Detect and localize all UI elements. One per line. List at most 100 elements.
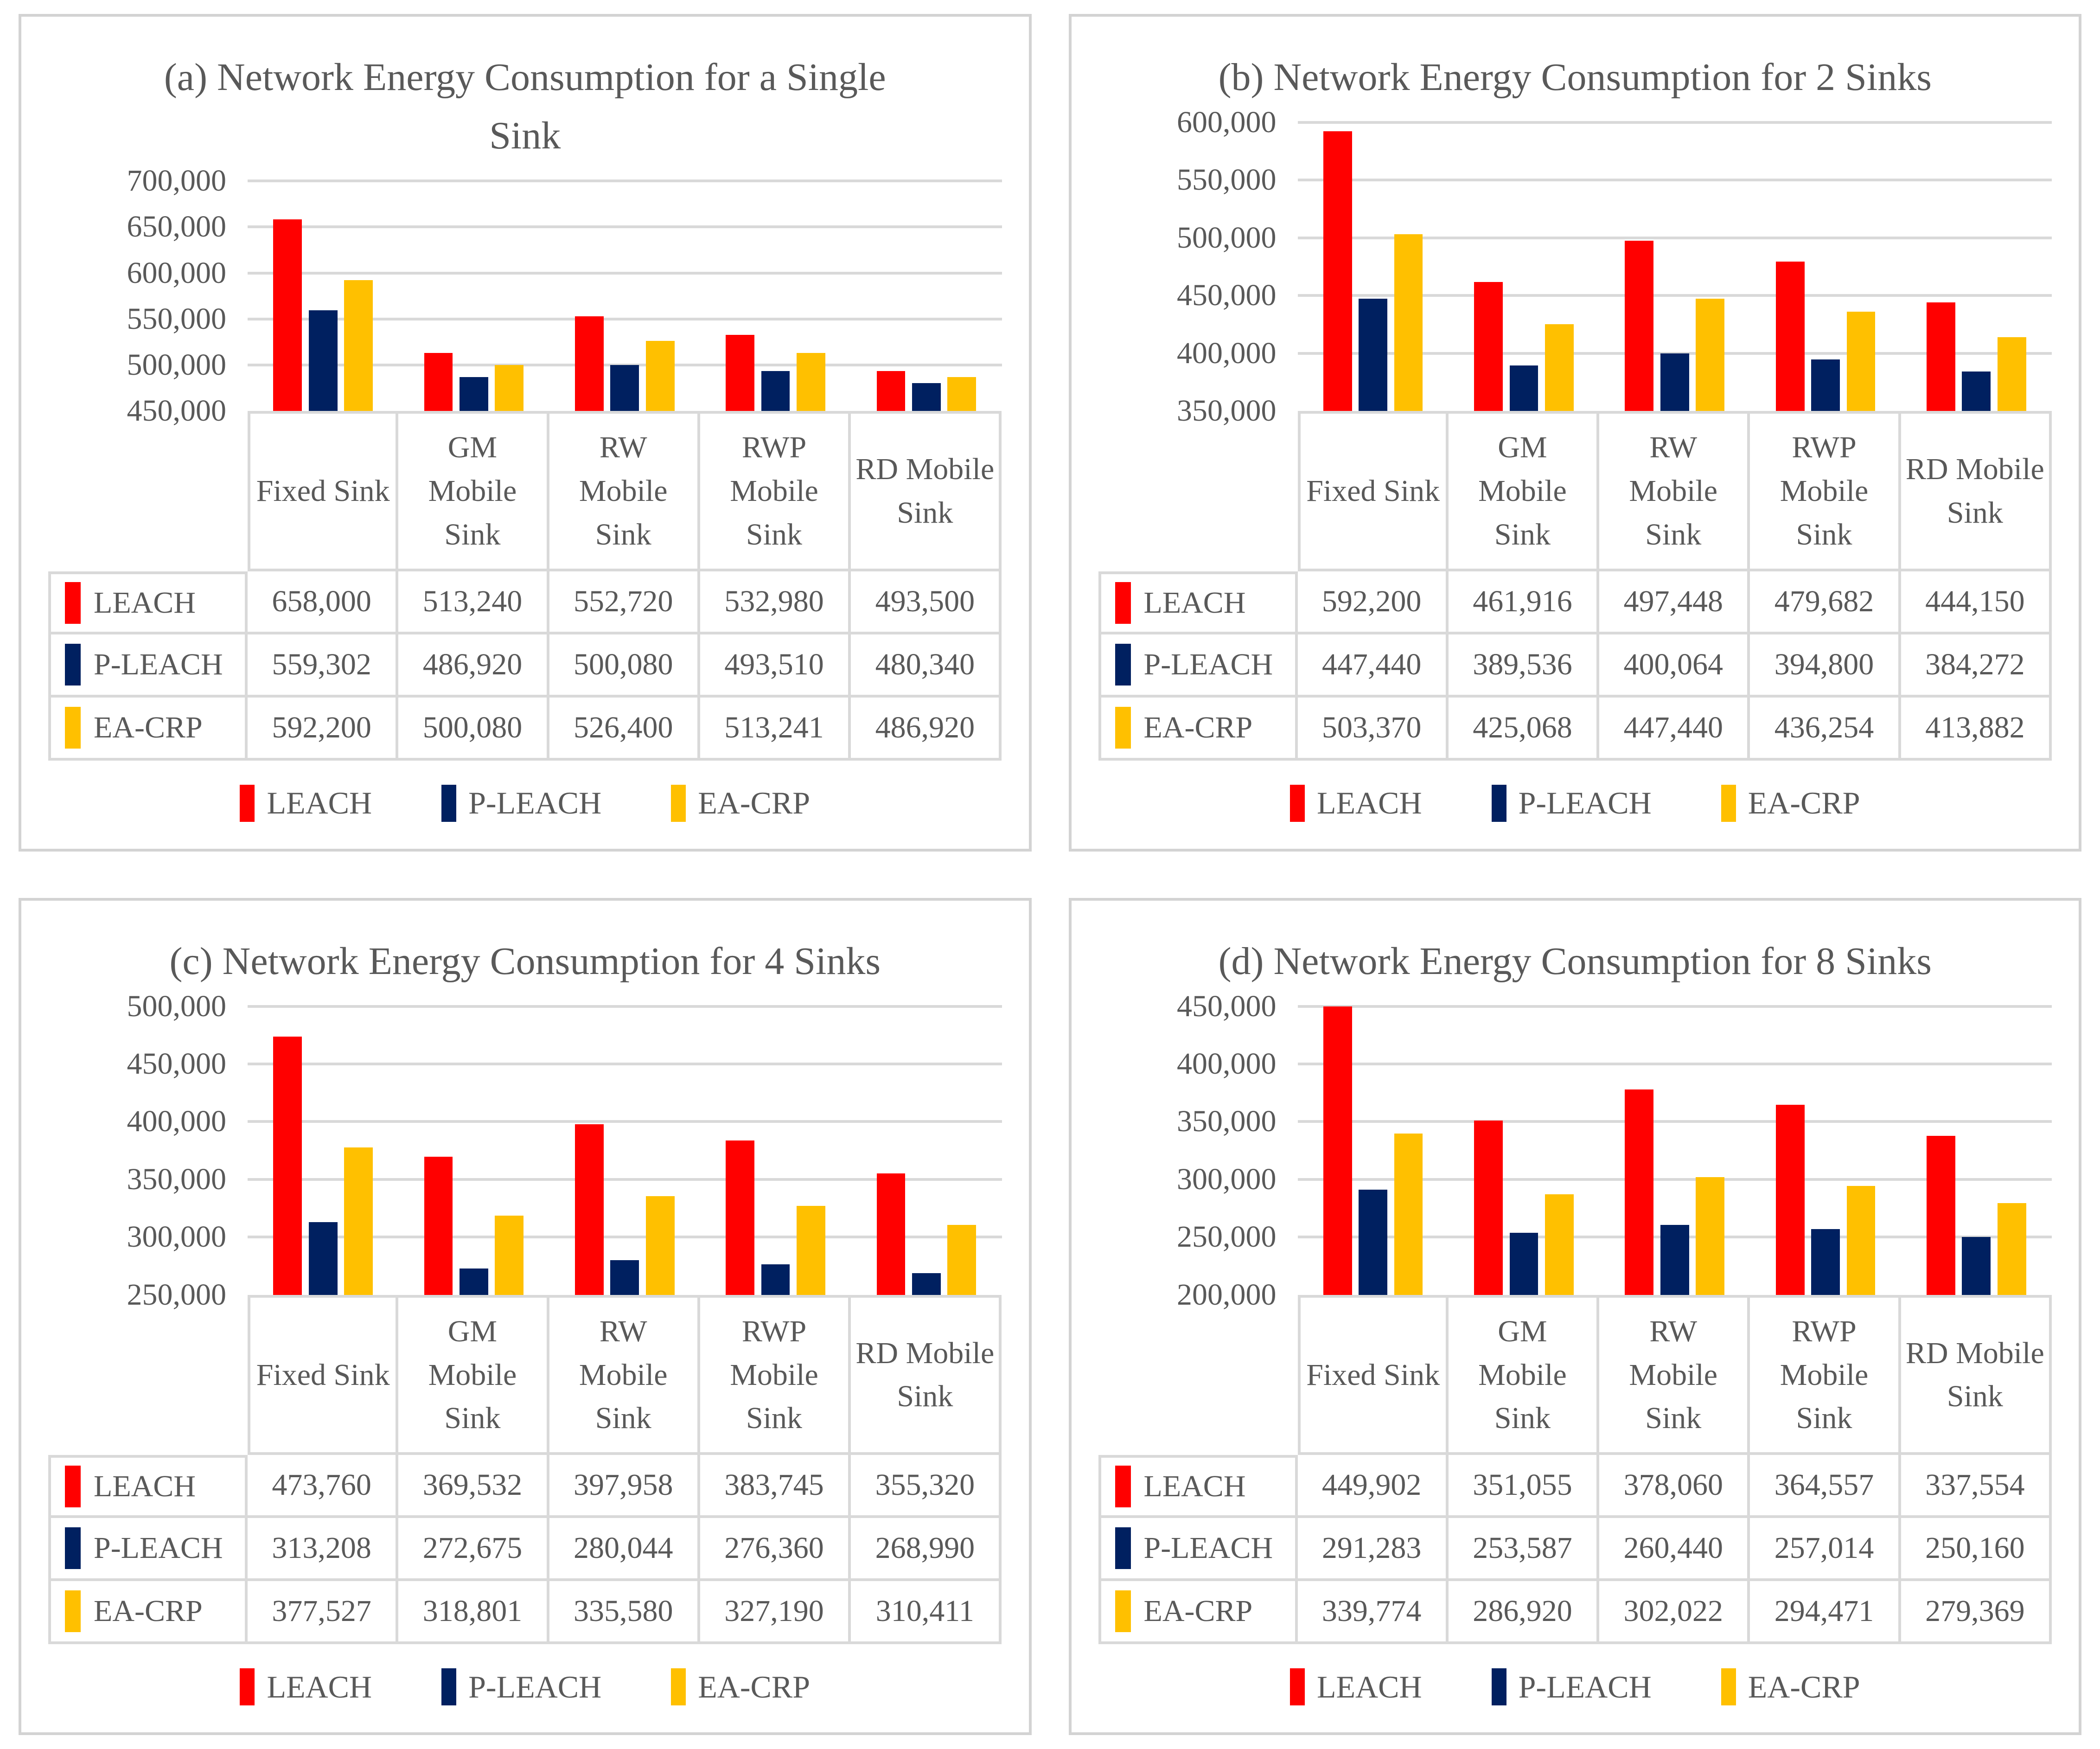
chart-title-b: (b) Network Energy Consumption for 2 Sin… xyxy=(1218,56,1932,99)
bar-ea-crp-1 xyxy=(1394,1133,1423,1295)
series-key-icon xyxy=(65,706,81,749)
bar-p-leach-5 xyxy=(912,383,941,411)
value-cell: 302,022 xyxy=(1599,1581,1750,1644)
bar-ea-crp-5 xyxy=(947,1225,977,1295)
y-tick-label: 400,000 xyxy=(1177,1046,1277,1081)
value-cell: 276,360 xyxy=(700,1518,851,1581)
value-cell: 294,471 xyxy=(1750,1581,1901,1644)
gridline xyxy=(1297,179,2052,182)
panel-b: (b) Network Energy Consumption for 2 Sin… xyxy=(1068,14,2081,852)
y-tick-label: 650,000 xyxy=(127,210,227,244)
column-header: RWP Mobile Sink xyxy=(1750,1294,1901,1455)
gridline xyxy=(248,225,1002,229)
value-cell: 378,060 xyxy=(1599,1455,1750,1518)
bar-leach-4 xyxy=(1775,261,1805,411)
y-tick-label: 350,000 xyxy=(1177,394,1277,428)
bar-ea-crp-1 xyxy=(1394,234,1423,411)
category-group-4 xyxy=(1750,1006,1901,1295)
row-label-p-leach: P-LEACH xyxy=(48,1518,248,1581)
value-cell: 449,902 xyxy=(1297,1455,1449,1518)
y-tick-label: 600,000 xyxy=(1177,105,1277,139)
legend-item-ea-crp: EA-CRP xyxy=(1721,784,1860,822)
series-name: P-LEACH xyxy=(1143,1531,1273,1565)
bar-leach-3 xyxy=(1625,1089,1654,1295)
y-tick-label: 350,000 xyxy=(127,1162,227,1196)
legend-item-leach: LEACH xyxy=(1289,784,1422,822)
value-cell: 339,774 xyxy=(1297,1581,1449,1644)
bar-ea-crp-3 xyxy=(1696,298,1725,411)
panel-a: (a) Network Energy Consumption for a Sin… xyxy=(19,14,1032,852)
series-key-icon xyxy=(1115,1466,1131,1507)
series-key-icon xyxy=(1115,706,1131,749)
series-key-icon xyxy=(1115,582,1131,624)
bar-ea-crp-4 xyxy=(797,352,825,411)
bar-p-leach-1 xyxy=(308,1222,338,1295)
data-table: Fixed Sink GM Mobile Sink RW Mobile Sink RW… xyxy=(48,411,1002,761)
series-name: LEACH xyxy=(94,585,196,620)
value-cell: 486,920 xyxy=(398,634,549,698)
row-label-ea-crp: EA-CRP xyxy=(48,697,248,761)
chart-title-a: (a) Network Energy Consumption for a Sin… xyxy=(164,56,886,157)
gridline xyxy=(248,1062,1002,1065)
plot-area xyxy=(1297,1005,2052,1295)
value-cell: 355,320 xyxy=(851,1455,1002,1518)
category-group-1 xyxy=(248,1006,398,1295)
value-cell: 480,340 xyxy=(851,634,1002,698)
data-table: Fixed Sink GM Mobile Sink RW Mobile Sink RW… xyxy=(1098,1294,2052,1644)
chart-legend: LEACH P-LEACH EA-CRP xyxy=(1098,784,2052,822)
value-cell: 500,080 xyxy=(398,697,549,761)
value-cell: 436,254 xyxy=(1750,697,1901,761)
bar-leach-2 xyxy=(1474,282,1503,411)
chart-legend: LEACH P-LEACH EA-CRP xyxy=(48,1668,1002,1705)
bar-ea-crp-5 xyxy=(1997,337,2026,411)
bar-p-leach-1 xyxy=(308,310,338,411)
y-axis-labels: 450,000 400,000 350,000 300,000 250,000 200,0… xyxy=(1098,989,1298,1312)
value-cell: 327,190 xyxy=(700,1581,851,1644)
value-cell: 318,801 xyxy=(398,1581,549,1644)
column-header: RWP Mobile Sink xyxy=(700,1294,851,1455)
row-label-p-leach: P-LEACH xyxy=(1098,634,1298,698)
bar-groups xyxy=(248,181,1002,411)
bar-leach-3 xyxy=(1625,241,1654,411)
value-cell: 291,283 xyxy=(1297,1518,1449,1581)
series-name: LEACH xyxy=(94,1469,196,1503)
value-cell: 493,510 xyxy=(700,634,851,698)
legend-swatch-icon xyxy=(240,784,255,822)
bar-groups xyxy=(1298,1006,2052,1295)
gridline xyxy=(1297,236,2052,239)
value-cell: 253,587 xyxy=(1448,1518,1600,1581)
value-cell: 592,200 xyxy=(1297,571,1449,634)
bar-ea-crp-4 xyxy=(797,1205,825,1295)
bar-p-leach-2 xyxy=(460,377,488,411)
value-cell: 493,500 xyxy=(851,571,1002,634)
bar-leach-1 xyxy=(273,219,302,411)
series-key-icon xyxy=(65,643,81,686)
legend-label: LEACH xyxy=(267,1669,372,1704)
bar-leach-3 xyxy=(574,1124,604,1295)
gridline xyxy=(1297,1062,2052,1065)
row-label-p-leach: P-LEACH xyxy=(1098,1518,1298,1581)
column-header: RD Mobile Sink xyxy=(1901,411,2052,571)
legend-item-p-leach: P-LEACH xyxy=(441,784,601,822)
series-name: EA-CRP xyxy=(94,1594,203,1628)
value-cell: 310,411 xyxy=(851,1581,1002,1644)
bar-groups xyxy=(1298,122,2052,411)
value-cell: 658,000 xyxy=(248,571,399,634)
category-group-1 xyxy=(1298,122,1449,411)
value-cell: 364,557 xyxy=(1750,1455,1901,1518)
table-corner xyxy=(48,411,248,571)
legend-item-ea-crp: EA-CRP xyxy=(671,784,810,822)
value-cell: 552,720 xyxy=(549,571,700,634)
value-cell: 250,160 xyxy=(1901,1518,2052,1581)
panel-c: (c) Network Energy Consumption for 4 Sin… xyxy=(19,897,1032,1735)
value-cell: 447,440 xyxy=(1297,634,1449,698)
value-cell: 268,990 xyxy=(851,1518,1002,1581)
y-axis-labels: 500,000 450,000 400,000 350,000 300,000 250,0… xyxy=(48,989,248,1312)
plot-area xyxy=(1297,121,2052,411)
value-cell: 272,675 xyxy=(398,1518,549,1581)
legend-item-p-leach: P-LEACH xyxy=(441,1668,601,1705)
bar-leach-1 xyxy=(273,1036,302,1295)
value-cell: 513,241 xyxy=(700,697,851,761)
bar-leach-2 xyxy=(424,1157,453,1295)
column-header: RWP Mobile Sink xyxy=(1750,411,1901,571)
